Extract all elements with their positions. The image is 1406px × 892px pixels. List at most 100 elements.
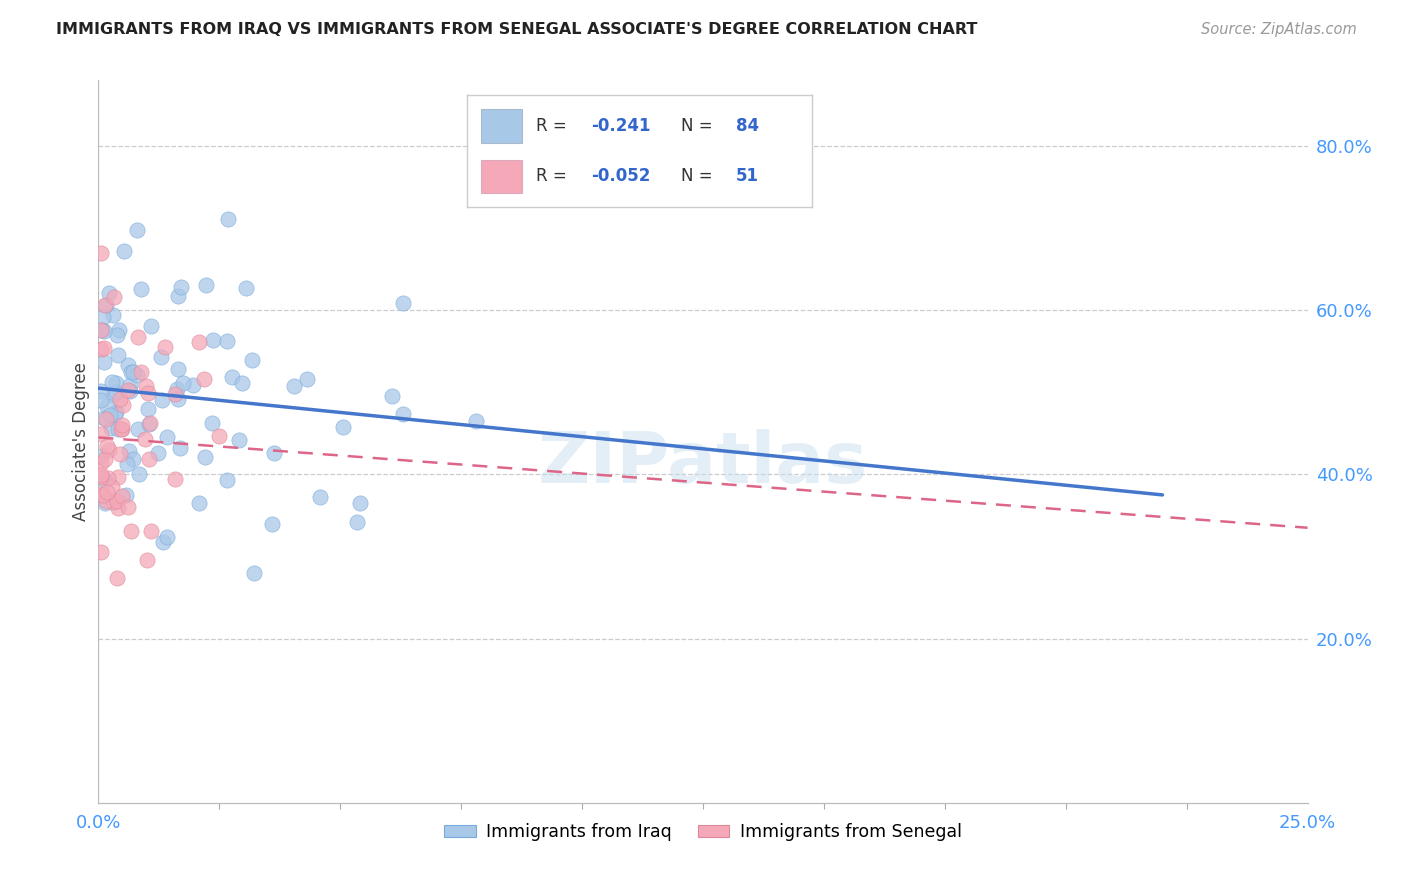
Point xyxy=(117,383,139,397)
Point xyxy=(187,335,209,350)
Point xyxy=(105,405,128,419)
Point xyxy=(165,473,187,487)
Point xyxy=(94,494,117,508)
Point xyxy=(138,416,160,430)
Point xyxy=(108,447,131,461)
Point xyxy=(111,398,134,412)
Point xyxy=(215,334,238,348)
Point xyxy=(201,417,224,431)
Point xyxy=(115,457,138,471)
Point xyxy=(114,244,136,259)
Point xyxy=(165,386,187,401)
Point xyxy=(105,384,128,399)
Point xyxy=(121,451,143,466)
Point xyxy=(100,421,122,435)
Point xyxy=(107,422,129,436)
Point xyxy=(243,566,266,580)
Point xyxy=(125,223,148,237)
Point xyxy=(103,309,125,323)
Point xyxy=(187,496,209,510)
Point xyxy=(91,488,114,502)
Point xyxy=(97,471,120,485)
Point xyxy=(90,456,112,470)
Point xyxy=(104,376,127,391)
Point xyxy=(194,450,217,464)
Point xyxy=(103,388,125,402)
Point xyxy=(194,278,217,293)
Point xyxy=(101,480,124,494)
Point xyxy=(231,376,253,391)
Text: IMMIGRANTS FROM IRAQ VS IMMIGRANTS FROM SENEGAL ASSOCIATE'S DEGREE CORRELATION C: IMMIGRANTS FROM IRAQ VS IMMIGRANTS FROM … xyxy=(56,22,977,37)
Point xyxy=(166,392,188,406)
Point xyxy=(90,470,112,484)
Point xyxy=(107,501,129,516)
Point xyxy=(90,467,112,482)
Point xyxy=(122,366,145,380)
Point xyxy=(129,365,152,379)
Point xyxy=(91,310,114,324)
Point xyxy=(90,486,112,500)
Point xyxy=(94,451,117,466)
Point xyxy=(138,417,160,432)
Point xyxy=(136,385,159,400)
Point xyxy=(155,430,177,444)
Point xyxy=(105,494,128,508)
Point xyxy=(90,450,112,464)
Point xyxy=(96,297,118,311)
Point xyxy=(260,517,283,532)
Point xyxy=(208,428,231,442)
Point xyxy=(120,365,142,379)
Point xyxy=(93,341,115,355)
Point xyxy=(283,378,305,392)
Y-axis label: Associate's Degree: Associate's Degree xyxy=(72,362,90,521)
Point xyxy=(103,290,125,304)
Point xyxy=(107,327,129,342)
Point xyxy=(90,427,112,442)
Point xyxy=(169,441,191,455)
Point xyxy=(101,494,124,508)
Point xyxy=(110,422,132,436)
Point xyxy=(235,281,257,295)
Point xyxy=(118,384,141,398)
Point xyxy=(181,377,204,392)
Point xyxy=(221,370,243,384)
Point xyxy=(150,393,173,408)
Point xyxy=(332,420,354,434)
Point xyxy=(127,422,149,436)
Point xyxy=(263,446,285,460)
Point xyxy=(172,376,194,390)
Point xyxy=(110,417,132,432)
Point xyxy=(240,353,263,368)
Point xyxy=(349,496,371,510)
Point xyxy=(111,422,134,436)
Point xyxy=(90,246,112,260)
Point xyxy=(297,372,319,386)
Point xyxy=(228,433,250,447)
Point xyxy=(139,524,162,539)
Point xyxy=(346,515,368,529)
Point xyxy=(104,407,127,421)
Point xyxy=(108,392,131,407)
Point xyxy=(90,384,112,398)
Point xyxy=(115,487,138,501)
Point xyxy=(117,358,139,372)
Point xyxy=(167,289,190,303)
Point xyxy=(117,444,139,458)
Point xyxy=(217,473,239,487)
Text: ZIPatlas: ZIPatlas xyxy=(538,429,868,498)
Point xyxy=(153,340,176,354)
Point xyxy=(108,322,131,336)
Point xyxy=(464,414,486,428)
Point xyxy=(100,375,122,389)
Point xyxy=(125,368,148,383)
Point xyxy=(90,545,112,559)
Point xyxy=(129,282,152,296)
Point xyxy=(117,500,139,514)
Point xyxy=(135,379,157,393)
Point xyxy=(141,318,163,333)
Point xyxy=(105,571,128,585)
Point xyxy=(217,212,239,227)
Point xyxy=(90,393,112,408)
Point xyxy=(94,473,117,487)
Point xyxy=(93,324,115,338)
